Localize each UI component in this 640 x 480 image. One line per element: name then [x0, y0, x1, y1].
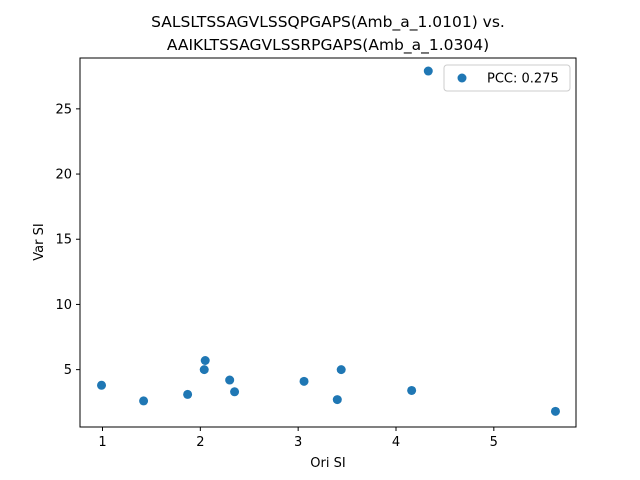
data-point: [183, 389, 193, 399]
y-tick-label: 20: [55, 168, 72, 183]
x-tick-label: 2: [196, 435, 204, 450]
x-axis-ticks: 1 2 3 4 5: [98, 427, 498, 450]
data-point: [225, 375, 235, 385]
data-point: [97, 380, 107, 390]
data-point: [200, 356, 210, 366]
y-tick-label: 10: [55, 298, 72, 313]
legend-marker: [457, 73, 467, 83]
data-point: [230, 387, 240, 397]
x-tick-label: 5: [490, 435, 498, 450]
legend: PCC: 0.275: [443, 64, 571, 92]
chart-title-line-2: AAIKLTSSAGVLSSRPGAPS(Amb_a_1.0304): [167, 36, 489, 55]
data-point: [336, 365, 346, 375]
y-tick-label: 15: [55, 233, 72, 248]
data-point: [423, 66, 433, 76]
data-point: [407, 385, 417, 395]
data-point: [332, 395, 342, 405]
data-points: [97, 66, 560, 416]
x-axis-label: Ori SI: [310, 456, 345, 471]
plot-area: [79, 57, 577, 428]
data-point: [299, 376, 309, 386]
y-tick-label: 25: [55, 102, 72, 117]
legend-box: [443, 64, 571, 92]
data-point: [550, 406, 560, 416]
chart-title-line-1: SALSLTSSAGVLSSQPGAPS(Amb_a_1.0101) vs.: [151, 13, 505, 32]
y-axis-label: Var SI: [32, 223, 47, 260]
legend-label: PCC: 0.275: [487, 72, 559, 87]
x-tick-label: 3: [294, 435, 302, 450]
data-point: [199, 365, 209, 375]
x-tick-label: 4: [392, 435, 400, 450]
data-point: [139, 396, 149, 406]
y-axis-ticks: 5 10 15 20 25: [55, 102, 80, 378]
x-tick-label: 1: [98, 435, 106, 450]
y-tick-label: 5: [64, 363, 72, 378]
